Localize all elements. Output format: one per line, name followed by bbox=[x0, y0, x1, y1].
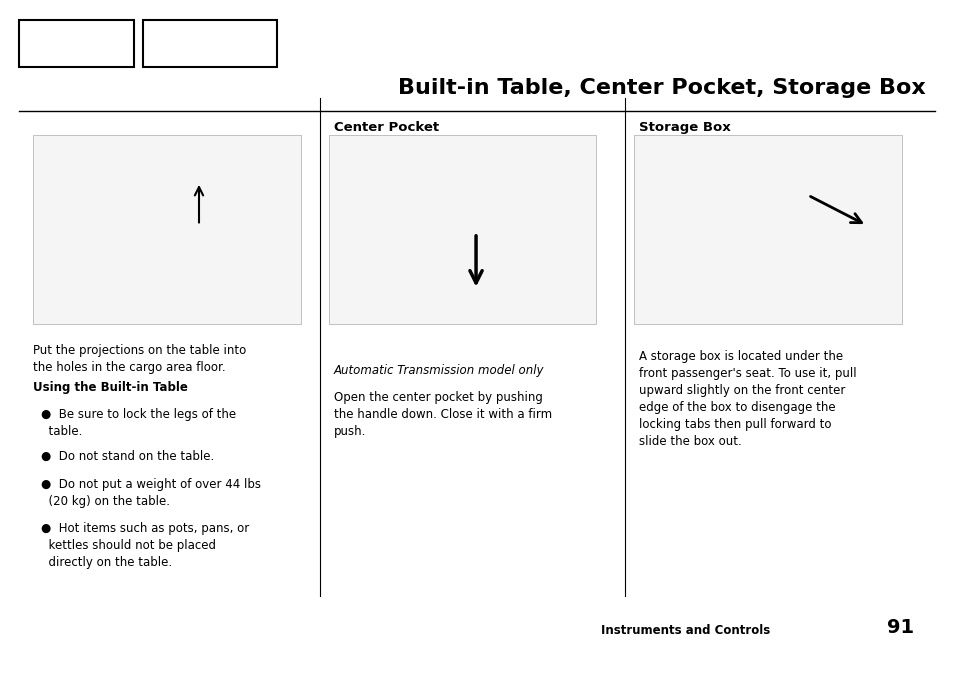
Text: Using the Built-in Table: Using the Built-in Table bbox=[33, 381, 188, 394]
Text: Built-in Table, Center Pocket, Storage Box: Built-in Table, Center Pocket, Storage B… bbox=[397, 78, 924, 98]
Bar bbox=[33, 135, 300, 324]
Text: Put the projections on the table into
the holes in the cargo area floor.: Put the projections on the table into th… bbox=[33, 344, 247, 374]
Text: ●  Do not put a weight of over 44 lbs
  (20 kg) on the table.: ● Do not put a weight of over 44 lbs (20… bbox=[41, 478, 261, 508]
Text: Open the center pocket by pushing
the handle down. Close it with a firm
push.: Open the center pocket by pushing the ha… bbox=[334, 391, 552, 438]
Text: A storage box is located under the
front passenger's seat. To use it, pull
upwar: A storage box is located under the front… bbox=[639, 350, 856, 448]
Text: Automatic Transmission model only: Automatic Transmission model only bbox=[334, 364, 544, 377]
Text: ●  Do not stand on the table.: ● Do not stand on the table. bbox=[41, 450, 214, 462]
Text: ●  Hot items such as pots, pans, or
  kettles should not be placed
  directly on: ● Hot items such as pots, pans, or kettl… bbox=[41, 522, 249, 569]
Bar bbox=[329, 135, 596, 324]
Bar bbox=[634, 135, 901, 324]
Text: 91: 91 bbox=[886, 618, 913, 637]
Text: Instruments and Controls: Instruments and Controls bbox=[600, 624, 769, 637]
Text: Center Pocket: Center Pocket bbox=[334, 121, 438, 134]
Text: ●  Be sure to lock the legs of the
  table.: ● Be sure to lock the legs of the table. bbox=[41, 408, 236, 438]
Bar bbox=[143, 20, 276, 67]
Bar bbox=[19, 20, 133, 67]
Text: Storage Box: Storage Box bbox=[639, 121, 730, 134]
